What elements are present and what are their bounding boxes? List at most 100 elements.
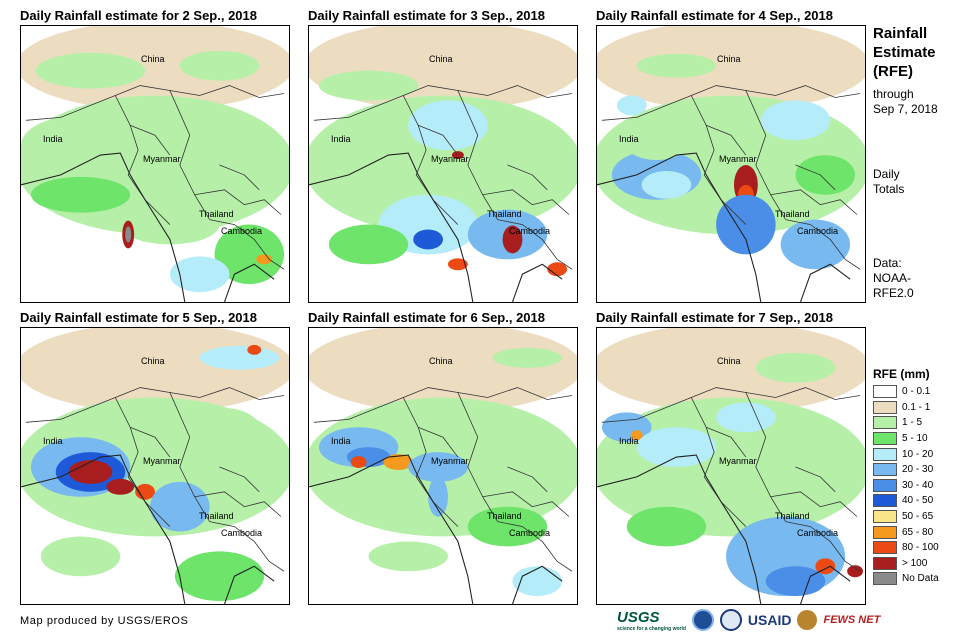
place-label-thailand: Thailand: [775, 511, 810, 521]
panel-title-5-sep: Daily Rainfall estimate for 5 Sep., 2018: [20, 310, 257, 325]
rainfall-cell: [492, 347, 563, 368]
legend-swatch: [873, 416, 897, 430]
boundary-line: [313, 85, 573, 121]
rainfall-cell: [179, 407, 260, 448]
rainfall-map-6-sep: China India Myanmar Thailand Cambodia: [308, 327, 578, 605]
panel-title-6-sep: Daily Rainfall estimate for 6 Sep., 2018: [308, 310, 545, 325]
legend-label: 65 - 80: [902, 526, 934, 538]
rainfall-cell: [795, 155, 856, 195]
boundary-line: [497, 219, 573, 270]
usgs-logo: USGS science for a changing world: [617, 608, 686, 632]
rainfall-cell: [502, 225, 523, 254]
panel-title-4-sep: Daily Rainfall estimate for 4 Sep., 2018: [596, 8, 833, 23]
boundary-line: [706, 426, 747, 458]
boundary-line: [795, 466, 836, 493]
rainfall-cell: [318, 70, 419, 101]
rfe-legend: RFE (mm) 0 - 0.1 0.1 - 1 1 - 5 5 - 10 10 - 2…: [873, 367, 939, 587]
place-label-china: China: [717, 54, 741, 64]
place-label-india: India: [619, 134, 639, 144]
legend-label: > 100: [902, 557, 928, 569]
rainfall-cell: [169, 256, 230, 293]
legend-item: 1 - 5: [873, 415, 939, 431]
fews-net-logo: FEWS NET: [823, 614, 881, 626]
rainfall-cell: [68, 460, 113, 484]
legend-title: RFE (mm): [873, 367, 930, 381]
place-label-china: China: [141, 356, 165, 366]
place-label-china: China: [429, 356, 453, 366]
place-label-china: China: [429, 54, 453, 64]
rainfall-cell: [125, 226, 132, 243]
place-label-myanmar: Myanmar: [143, 456, 181, 466]
boundary-line: [597, 152, 851, 302]
boundary-line: [219, 164, 260, 191]
boundary-line: [309, 152, 563, 302]
rainfall-cell: [780, 219, 851, 270]
rainfall-cell: [428, 476, 448, 517]
place-label-china: China: [141, 54, 165, 64]
boundary-line: [785, 219, 861, 270]
rainfall-cell: [40, 536, 121, 577]
boundary-line: [770, 189, 858, 215]
rainfall-cell: [597, 328, 865, 413]
legend-item: 50 - 65: [873, 509, 939, 525]
legend-item: > 100: [873, 556, 939, 572]
place-label-cambodia: Cambodia: [221, 226, 263, 236]
place-label-cambodia: Cambodia: [509, 226, 551, 236]
boundary-line: [497, 521, 573, 572]
legend-item: 10 - 20: [873, 446, 939, 462]
rainfall-cell: [447, 258, 468, 271]
boundary-line: [313, 387, 573, 423]
rainfall-cell: [174, 551, 265, 602]
rainfall-cell: [760, 100, 831, 141]
panel-title-2-sep: Daily Rainfall estimate for 2 Sep., 2018: [20, 8, 257, 23]
boundary-line: [745, 90, 786, 220]
boundary-line: [457, 392, 498, 522]
boundary-line: [770, 491, 858, 517]
place-label-myanmar: Myanmar: [143, 154, 181, 164]
rainfall-cell: [169, 140, 250, 190]
legend-swatch: [873, 556, 897, 570]
legend-item: 65 - 80: [873, 524, 939, 540]
rainfall-cell: [512, 566, 563, 597]
legend-swatch: [873, 385, 897, 399]
boundary-line: [219, 466, 260, 493]
boundary-line: [601, 85, 861, 121]
place-label-cambodia: Cambodia: [797, 226, 839, 236]
boundary-line: [194, 189, 282, 215]
rainfall-cell: [467, 506, 548, 547]
rainfall-cell: [30, 176, 131, 213]
boundary-line: [597, 454, 851, 604]
boundary-line: [402, 397, 459, 527]
rainfall-cell: [547, 262, 568, 277]
rainfall-cell: [597, 26, 865, 111]
legend-label: 40 - 50: [902, 495, 934, 507]
legend-label: 30 - 40: [902, 479, 934, 491]
rainfall-cell: [626, 130, 687, 161]
rainfall-field: [309, 328, 577, 604]
rainfall-map-5-sep: China India Myanmar Thailand Cambodia: [20, 327, 290, 605]
rainfall-cell: [199, 345, 280, 370]
rainfall-cell: [467, 45, 548, 76]
boundary-line: [795, 164, 836, 191]
boundary-line: [209, 521, 285, 572]
rainfall-cell: [641, 170, 692, 199]
rainfall-cell: [383, 454, 414, 470]
rainfall-cell: [616, 95, 647, 116]
legend-item: 0.1 - 1: [873, 400, 939, 416]
place-label-india: India: [43, 436, 63, 446]
fews-net-seal-icon: [797, 610, 818, 630]
boundary-line: [114, 397, 171, 527]
place-label-thailand: Thailand: [199, 209, 234, 219]
rainfall-cell: [309, 328, 577, 413]
boundary-line: [130, 124, 171, 156]
legend-item: 5 - 10: [873, 431, 939, 447]
boundary-line: [601, 387, 861, 423]
rainfall-field: [21, 26, 289, 302]
rainfall-cell: [313, 135, 384, 175]
place-label-india: India: [331, 436, 351, 446]
rainfall-cell: [413, 229, 443, 250]
boundary-line: [209, 219, 285, 270]
rainfall-map-3-sep: China India Myanmar Thailand Cambodia: [308, 25, 578, 303]
rainfall-field: [597, 26, 865, 302]
legend-label: 0 - 0.1: [902, 386, 931, 398]
